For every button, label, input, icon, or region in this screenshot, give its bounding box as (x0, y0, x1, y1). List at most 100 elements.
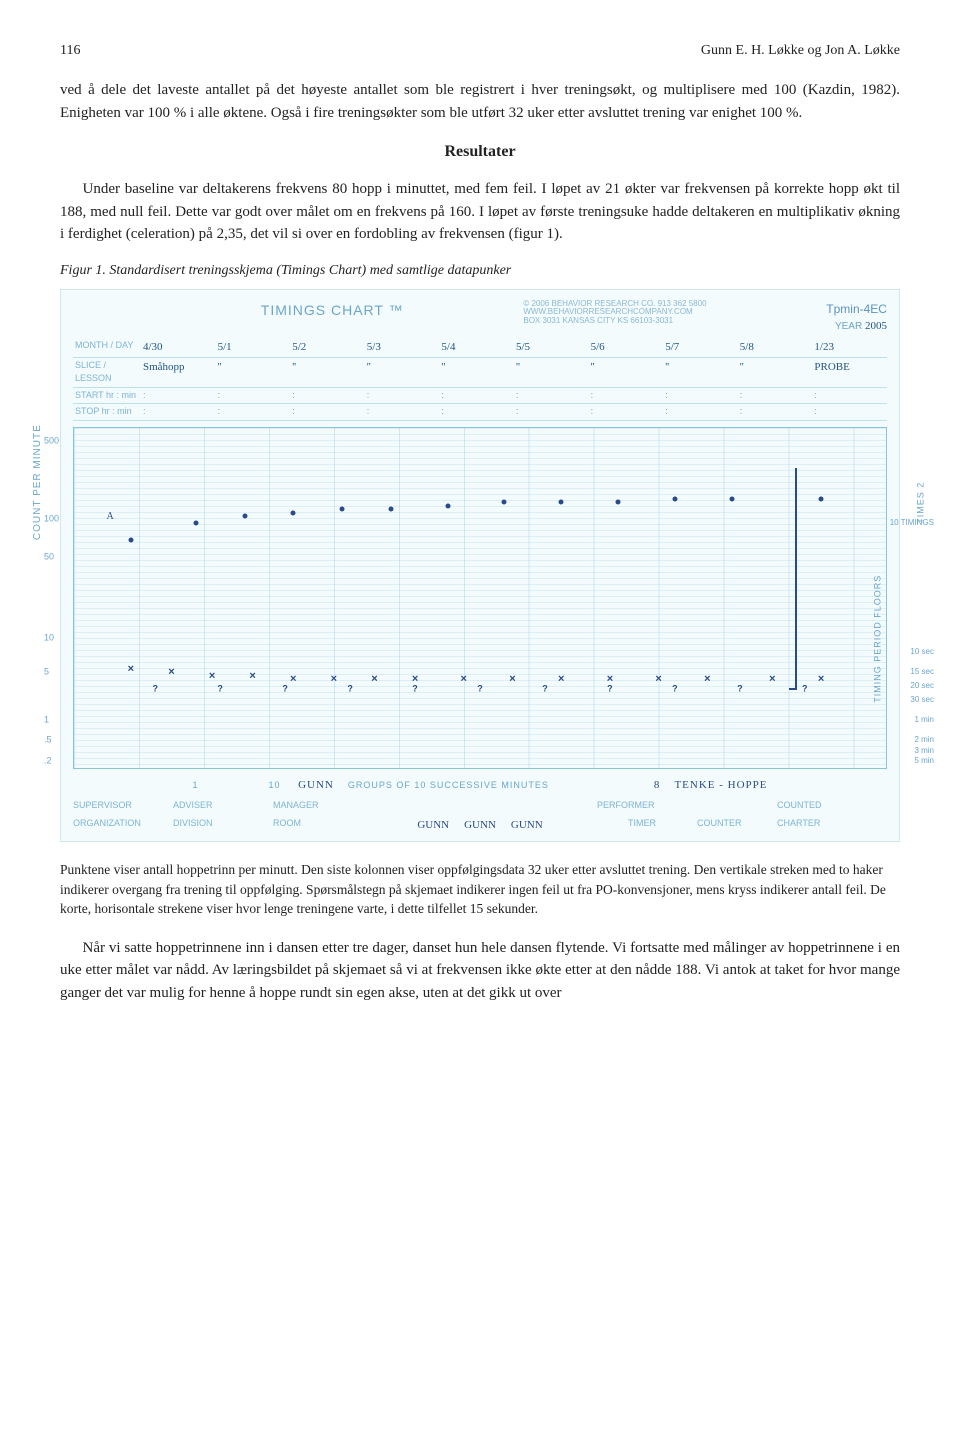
right-tick: 10 sec (910, 646, 934, 658)
date-cell: : (141, 388, 216, 405)
data-dot (819, 496, 824, 501)
date-cell: : (514, 404, 589, 421)
date-cell: : (589, 388, 664, 405)
right-tick: 5 min (914, 755, 934, 767)
q-mark: ? (347, 683, 353, 697)
date-cell: '' (738, 358, 813, 388)
data-dot (388, 507, 393, 512)
date-cell: 1/23 (812, 338, 887, 358)
q-mark: ? (542, 683, 548, 697)
date-cell: '' (439, 358, 514, 388)
date-cell: : (738, 404, 813, 421)
figure-caption-block: Punktene viser antall hoppetrinn per min… (60, 860, 900, 919)
date-cell: : (365, 404, 440, 421)
date-cell: : (663, 404, 738, 421)
x-mark: × (704, 671, 710, 688)
tpmin-label: Tpmin-4EC (826, 300, 887, 318)
timings-chart: TIMINGS CHART ™ © 2006 BEHAVIOR RESEARCH… (60, 289, 900, 843)
date-cell: 5/4 (439, 338, 514, 358)
date-cell: '' (514, 358, 589, 388)
y-tick: 50 (44, 550, 54, 564)
data-dot (291, 510, 296, 515)
q-mark: ? (672, 683, 678, 697)
data-dot (559, 500, 564, 505)
date-cell: : (439, 388, 514, 405)
date-row-label: STOP hr : min (73, 404, 141, 421)
date-cell: : (439, 404, 514, 421)
data-dot (193, 520, 198, 525)
date-cell: '' (365, 358, 440, 388)
right-tick: 30 sec (910, 694, 934, 706)
q-mark: ? (412, 683, 418, 697)
x-mark: × (290, 671, 296, 688)
x-mark: × (128, 661, 134, 678)
data-dot (502, 500, 507, 505)
x-mark: × (371, 671, 377, 688)
y-tick: .2 (44, 754, 52, 768)
date-cell: : (290, 404, 365, 421)
x-mark: × (331, 671, 337, 688)
date-cell: : (812, 404, 887, 421)
right-tick: 1 min (914, 714, 934, 726)
right-label-10timings: 10 TIMINGS (890, 517, 934, 529)
date-cell: : (290, 388, 365, 405)
date-cell: '' (589, 358, 664, 388)
authors: Gunn E. H. Løkke og Jon A. Løkke (701, 40, 900, 61)
x-mark: × (249, 667, 255, 684)
date-cell: '' (216, 358, 291, 388)
date-cell: : (589, 404, 664, 421)
date-cell: 5/1 (216, 338, 291, 358)
date-cell: 5/7 (663, 338, 738, 358)
y-tick: 100 (44, 513, 59, 527)
q-mark: ? (802, 683, 808, 697)
q-mark: ? (607, 683, 613, 697)
date-cell: : (216, 404, 291, 421)
y-tick: .5 (44, 734, 52, 748)
date-cell: PROBE (812, 358, 887, 388)
date-cell: 4/30 (141, 338, 216, 358)
date-cell: 5/6 (589, 338, 664, 358)
right-tick: 20 sec (910, 680, 934, 692)
x-mark: × (509, 671, 515, 688)
right-tick: 15 sec (910, 666, 934, 678)
date-cell: : (365, 388, 440, 405)
data-dot (339, 507, 344, 512)
y-tick: 10 (44, 632, 54, 646)
date-cell: : (663, 388, 738, 405)
date-row-label: SLICE / LESSON (73, 358, 141, 388)
data-dot (616, 500, 621, 505)
x-mark: × (168, 664, 174, 681)
section-title: Resultater (60, 140, 900, 164)
date-cell: 5/5 (514, 338, 589, 358)
date-cell: 5/8 (738, 338, 813, 358)
date-cell: 5/2 (290, 338, 365, 358)
y-tick: 5 (44, 666, 49, 680)
date-cell: '' (290, 358, 365, 388)
y-tick: 500 (44, 434, 59, 448)
x-mark: × (461, 671, 467, 688)
x-mark: × (818, 671, 824, 688)
date-row-label: START hr : min (73, 388, 141, 405)
q-mark: ? (737, 683, 743, 697)
date-row-label: MONTH / DAY (73, 338, 141, 358)
data-dot (672, 496, 677, 501)
date-cell: : (738, 388, 813, 405)
date-header-grid: MONTH / DAY4/305/15/25/35/45/55/65/75/81… (73, 338, 887, 421)
chart-bottom-grid: 1 10 GUNN GROUPS OF 10 SUCCESSIVE MINUTE… (73, 775, 887, 834)
x-mark: × (655, 671, 661, 688)
chart-copyright: © 2006 BEHAVIOR RESEARCH CO. 913 362 580… (523, 300, 706, 326)
date-cell: Småhopp (141, 358, 216, 388)
data-dot (128, 537, 133, 542)
page-number: 116 (60, 40, 80, 61)
data-dot (729, 496, 734, 501)
data-dot (242, 513, 247, 518)
date-cell: : (216, 388, 291, 405)
a-marker: A (106, 509, 113, 524)
plot-area: COUNT PER MINUTE TIMES 2 10 TIMINGS TIMI… (73, 427, 887, 769)
q-mark: ? (477, 683, 483, 697)
date-cell: : (141, 404, 216, 421)
figure-caption: Figur 1. Standardisert treningsskjema (T… (60, 260, 900, 281)
data-dot (445, 503, 450, 508)
q-mark: ? (282, 683, 288, 697)
paragraph-1: ved å dele det laveste antallet på det h… (60, 79, 900, 124)
